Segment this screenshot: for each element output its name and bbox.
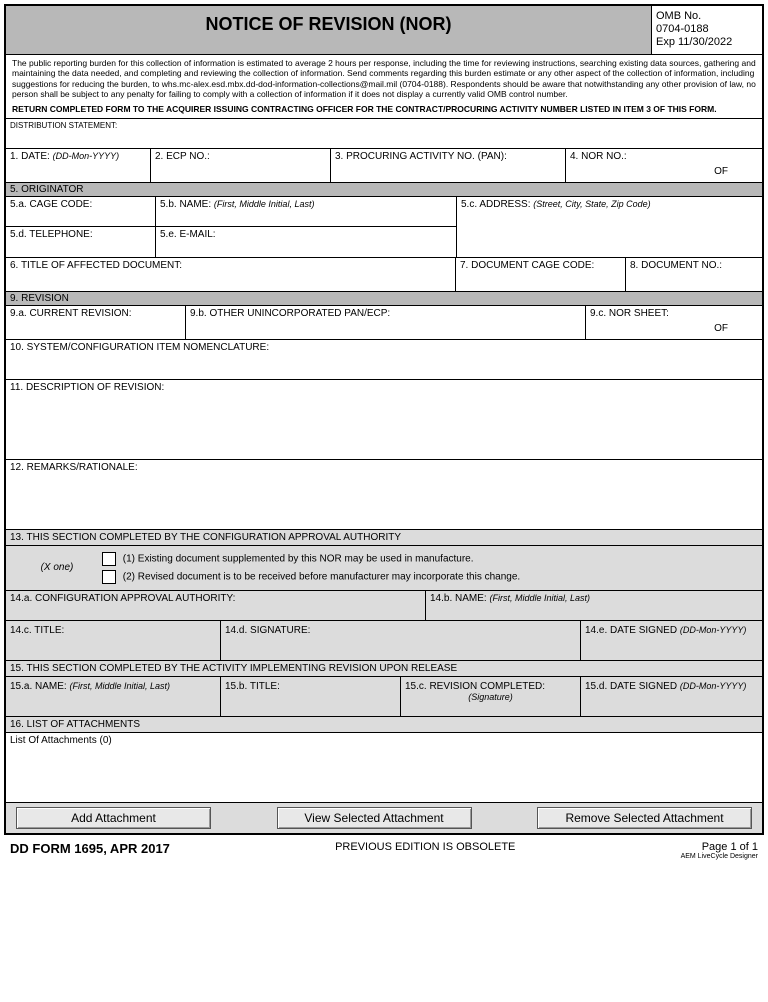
nor-sheet-of: OF xyxy=(590,319,758,334)
attachments-list[interactable]: List Of Attachments (0) xyxy=(6,733,762,802)
field-date[interactable]: 1. DATE: (DD-Mon-YYYY) xyxy=(6,149,151,182)
row-14ab: 14.a. CONFIGURATION APPROVAL AUTHORITY: … xyxy=(6,591,762,621)
form-title: NOTICE OF REVISION (NOR) xyxy=(10,8,647,41)
option-1-text: (1) Existing document supplemented by th… xyxy=(123,553,474,564)
field-ecp-no[interactable]: 2. ECP NO.: xyxy=(151,149,331,182)
row-1-4: 1. DATE: (DD-Mon-YYYY) 2. ECP NO.: 3. PR… xyxy=(6,149,762,183)
rev-completed-label: 15.c. REVISION COMPLETED: xyxy=(405,681,576,692)
page-number: Page 1 of 1 xyxy=(681,841,758,853)
x-one-label: (X one) xyxy=(12,562,102,573)
row-12: 12. REMARKS/RATIONALE: xyxy=(6,460,762,530)
attachments-list-row: List Of Attachments (0) xyxy=(6,733,762,803)
omb-number: 0704-0188 xyxy=(656,23,758,36)
return-instruction: RETURN COMPLETED FORM TO THE ACQUIRER IS… xyxy=(12,104,756,115)
section-13-header: 13. THIS SECTION COMPLETED BY THE CONFIG… xyxy=(6,530,762,546)
name-5b-label: 5.b. NAME: xyxy=(160,199,211,210)
section-15-header: 15. THIS SECTION COMPLETED BY THE ACTIVI… xyxy=(6,661,762,677)
checkbox-option-1[interactable] xyxy=(102,552,116,566)
distribution-label: DISTRIBUTION STATEMENT: xyxy=(6,119,762,148)
field-15b-title[interactable]: 15.b. TITLE: xyxy=(221,677,401,716)
field-email[interactable]: 5.e. E-MAIL: xyxy=(156,227,456,257)
field-config-authority[interactable]: 14.a. CONFIGURATION APPROVAL AUTHORITY: xyxy=(6,591,426,620)
field-address[interactable]: 5.c. ADDRESS: (Street, City, State, Zip … xyxy=(456,197,762,257)
title-cell: NOTICE OF REVISION (NOR) xyxy=(6,6,652,54)
row-6-8: 6. TITLE OF AFFECTED DOCUMENT: 7. DOCUME… xyxy=(6,258,762,292)
field-doc-cage[interactable]: 7. DOCUMENT CAGE CODE: xyxy=(456,258,626,291)
field-remarks[interactable]: 12. REMARKS/RATIONALE: xyxy=(6,460,762,529)
section-16-label: 16. LIST OF ATTACHMENTS xyxy=(6,717,762,732)
field-telephone[interactable]: 5.d. TELEPHONE: xyxy=(6,227,156,257)
date-15d-label: 15.d. DATE SIGNED xyxy=(585,681,677,692)
field-15a-name[interactable]: 15.a. NAME: (First, Middle Initial, Last… xyxy=(6,677,221,716)
field-other-pan[interactable]: 9.b. OTHER UNINCORPORATED PAN/ECP: xyxy=(186,306,586,339)
distribution-row: DISTRIBUTION STATEMENT: xyxy=(6,119,762,149)
rev-completed-hint: (Signature) xyxy=(405,692,576,702)
section-16-header: 16. LIST OF ATTACHMENTS xyxy=(6,717,762,733)
section-5-label: 5. ORIGINATOR xyxy=(6,183,762,196)
field-14d-signature[interactable]: 14.d. SIGNATURE: xyxy=(221,621,581,660)
omb-exp: Exp 11/30/2022 xyxy=(656,36,758,49)
name-14b-label: 14.b. NAME: xyxy=(430,593,487,604)
field-doc-no[interactable]: 8. DOCUMENT NO.: xyxy=(626,258,762,291)
row-14cde: 14.c. TITLE: 14.d. SIGNATURE: 14.e. DATE… xyxy=(6,621,762,661)
name-5b-hint: (First, Middle Initial, Last) xyxy=(214,199,315,209)
fineprint-row: The public reporting burden for this col… xyxy=(6,55,762,119)
designer-credit: AEM LiveCycle Designer xyxy=(681,853,758,860)
form-container: NOTICE OF REVISION (NOR) OMB No. 0704-01… xyxy=(4,4,764,835)
address-hint: (Street, City, State, Zip Code) xyxy=(533,199,650,209)
nor-no-label: 4. NOR NO.: xyxy=(570,151,758,162)
section-9-label: 9. REVISION xyxy=(6,292,762,305)
buttons-row: Add Attachment View Selected Attachment … xyxy=(6,803,762,833)
fineprint-block: The public reporting burden for this col… xyxy=(6,55,762,118)
section-13-label: 13. THIS SECTION COMPLETED BY THE CONFIG… xyxy=(6,530,762,545)
checkbox-option-2[interactable] xyxy=(102,570,116,584)
remove-attachment-button[interactable]: Remove Selected Attachment xyxy=(537,807,752,829)
row-11: 11. DESCRIPTION OF REVISION: xyxy=(6,380,762,460)
address-label: 5.c. ADDRESS: xyxy=(461,199,530,210)
date-14e-hint: (DD-Mon-YYYY) xyxy=(680,625,747,635)
add-attachment-button[interactable]: Add Attachment xyxy=(16,807,211,829)
field-current-rev[interactable]: 9.a. CURRENT REVISION: xyxy=(6,306,186,339)
field-14e-date[interactable]: 14.e. DATE SIGNED (DD-Mon-YYYY) xyxy=(581,621,762,660)
field-14b-name[interactable]: 14.b. NAME: (First, Middle Initial, Last… xyxy=(426,591,762,620)
field-14c-title[interactable]: 14.c. TITLE: xyxy=(6,621,221,660)
field-nomenclature[interactable]: 10. SYSTEM/CONFIGURATION ITEM NOMENCLATU… xyxy=(6,340,762,379)
obsolete-notice: PREVIOUS EDITION IS OBSOLETE xyxy=(335,841,515,860)
row-9abc: 9.a. CURRENT REVISION: 9.b. OTHER UNINCO… xyxy=(6,306,762,340)
field-15d-date[interactable]: 15.d. DATE SIGNED (DD-Mon-YYYY) xyxy=(581,677,762,716)
field-name-5b[interactable]: 5.b. NAME: (First, Middle Initial, Last) xyxy=(156,197,456,226)
field-pan[interactable]: 3. PROCURING ACTIVITY NO. (PAN): xyxy=(331,149,566,182)
date-15d-hint: (DD-Mon-YYYY) xyxy=(680,681,747,691)
field-cage-code[interactable]: 5.a. CAGE CODE: xyxy=(6,197,156,226)
form-id: DD FORM 1695, APR 2017 xyxy=(10,841,170,860)
omb-cell: OMB No. 0704-0188 Exp 11/30/2022 xyxy=(652,6,762,54)
row-13-options: (X one) (1) Existing document supplement… xyxy=(6,546,762,591)
field-nor-sheet[interactable]: 9.c. NOR SHEET: OF xyxy=(586,306,762,339)
row-10: 10. SYSTEM/CONFIGURATION ITEM NOMENCLATU… xyxy=(6,340,762,380)
date-14e-label: 14.e. DATE SIGNED xyxy=(585,625,677,636)
nor-sheet-label: 9.c. NOR SHEET: xyxy=(590,308,758,319)
row-15abcd: 15.a. NAME: (First, Middle Initial, Last… xyxy=(6,677,762,717)
field-nor-no[interactable]: 4. NOR NO.: OF xyxy=(566,149,762,182)
date-label: 1. DATE: xyxy=(10,151,50,162)
name-15a-hint: (First, Middle Initial, Last) xyxy=(69,681,170,691)
header-row: NOTICE OF REVISION (NOR) OMB No. 0704-01… xyxy=(6,6,762,55)
date-hint: (DD-Mon-YYYY) xyxy=(53,151,120,161)
field-15c-rev-completed[interactable]: 15.c. REVISION COMPLETED: (Signature) xyxy=(401,677,581,716)
fineprint-text: The public reporting burden for this col… xyxy=(12,58,756,101)
name-15a-label: 15.a. NAME: xyxy=(10,681,67,692)
section-9-header: 9. REVISION xyxy=(6,292,762,306)
field-title-doc[interactable]: 6. TITLE OF AFFECTED DOCUMENT: xyxy=(6,258,456,291)
section-5-header: 5. ORIGINATOR xyxy=(6,183,762,197)
view-attachment-button[interactable]: View Selected Attachment xyxy=(277,807,472,829)
option-2-text: (2) Revised document is to be received b… xyxy=(123,571,520,582)
nor-of: OF xyxy=(570,162,758,177)
field-description[interactable]: 11. DESCRIPTION OF REVISION: xyxy=(6,380,762,459)
footer-row: DD FORM 1695, APR 2017 PREVIOUS EDITION … xyxy=(4,839,764,862)
name-14b-hint: (First, Middle Initial, Last) xyxy=(489,593,590,603)
omb-no: OMB No. xyxy=(656,10,758,23)
row-5abc: 5.a. CAGE CODE: 5.b. NAME: (First, Middl… xyxy=(6,197,762,258)
section-15-label: 15. THIS SECTION COMPLETED BY THE ACTIVI… xyxy=(6,661,762,676)
